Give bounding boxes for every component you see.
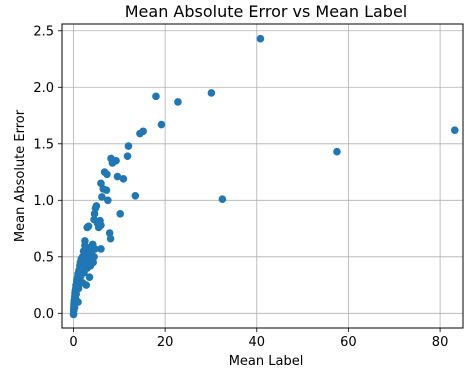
grid xyxy=(62,24,463,328)
data-point xyxy=(450,126,459,135)
y-tick-label: 2.5 xyxy=(33,24,54,39)
data-point xyxy=(82,281,91,289)
data-point xyxy=(85,273,94,281)
data-point xyxy=(207,89,216,97)
data-point xyxy=(333,147,341,156)
data-point xyxy=(124,142,133,150)
data-point xyxy=(89,258,97,267)
data-point xyxy=(92,202,101,210)
data-point xyxy=(70,303,79,312)
data-point xyxy=(102,186,111,194)
data-point xyxy=(123,152,132,161)
data-point xyxy=(157,120,166,129)
data-point xyxy=(112,156,120,165)
data-point xyxy=(218,195,227,203)
data-point xyxy=(113,172,122,181)
x-tick-label: 80 xyxy=(432,335,449,350)
data-point xyxy=(256,34,265,43)
data-point xyxy=(152,92,160,101)
data-point xyxy=(106,234,115,243)
axis-ticks: 0 20 40 60 80 0.0 0.5 1.0 1.5 2.0 2.5 xyxy=(33,24,448,350)
data-point xyxy=(74,284,83,293)
data-point xyxy=(84,222,93,231)
x-tick-label: 0 xyxy=(69,335,77,350)
data-point xyxy=(81,237,89,245)
data-point xyxy=(74,298,82,306)
y-axis-label: Mean Absolute Error xyxy=(13,109,28,242)
data-point xyxy=(131,191,140,200)
data-point xyxy=(139,127,147,136)
data-point xyxy=(90,253,98,261)
y-tick-label: 2.0 xyxy=(33,81,54,96)
data-point xyxy=(116,210,125,218)
data-point xyxy=(91,245,99,253)
data-point xyxy=(97,221,105,229)
y-tick-label: 0.5 xyxy=(33,250,54,265)
y-tick-label: 1.5 xyxy=(33,137,54,152)
data-point xyxy=(103,170,111,179)
data-point xyxy=(119,175,128,183)
x-tick-label: 60 xyxy=(340,335,357,350)
y-tick-label: 0.0 xyxy=(33,307,54,322)
x-tick-label: 40 xyxy=(248,335,265,350)
data-point xyxy=(98,193,106,201)
plot-frame xyxy=(61,23,464,329)
data-point xyxy=(174,98,182,106)
data-point xyxy=(105,229,114,237)
data-point xyxy=(90,210,99,218)
data-points xyxy=(69,34,459,319)
chart-title: Mean Absolute Error vs Mean Label xyxy=(125,2,408,21)
x-axis-label: Mean Label xyxy=(229,354,304,369)
y-tick-label: 1.0 xyxy=(33,194,54,209)
data-point xyxy=(104,196,112,205)
x-tick-label: 20 xyxy=(157,335,174,350)
data-point xyxy=(97,245,105,253)
